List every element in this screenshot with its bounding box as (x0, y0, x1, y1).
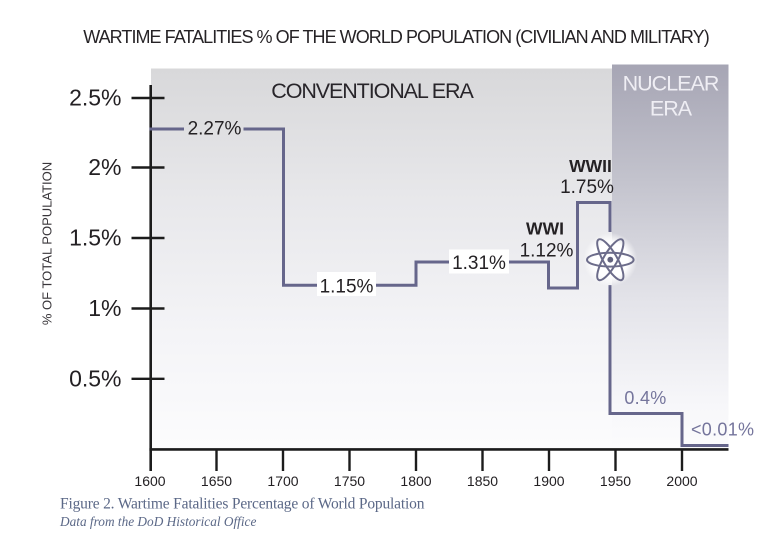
svg-text:1.15%: 1.15% (320, 277, 374, 298)
svg-text:2%: 2% (88, 154, 121, 180)
svg-text:2.5%: 2.5% (69, 85, 121, 111)
svg-text:ERA: ERA (650, 97, 693, 121)
svg-text:0.4%: 0.4% (624, 388, 666, 408)
svg-text:1750: 1750 (334, 473, 365, 489)
svg-text:CONVENTIONAL ERA: CONVENTIONAL ERA (271, 79, 474, 103)
svg-text:1650: 1650 (201, 473, 232, 489)
svg-text:1%: 1% (88, 295, 121, 321)
svg-text:<0.01%: <0.01% (691, 420, 754, 440)
svg-text:WWI: WWI (526, 219, 564, 239)
svg-text:WWII: WWII (569, 156, 612, 176)
svg-text:1900: 1900 (533, 473, 564, 489)
svg-text:1950: 1950 (600, 473, 631, 489)
svg-text:1700: 1700 (267, 473, 298, 489)
svg-text:2000: 2000 (666, 473, 697, 489)
svg-text:1800: 1800 (400, 473, 431, 489)
svg-text:1.75%: 1.75% (560, 177, 614, 198)
svg-text:Data from the DoD Historical O: Data from the DoD Historical Office (59, 514, 256, 529)
svg-text:Figure 2. Wartime Fatalities P: Figure 2. Wartime Fatalities Percentage … (60, 496, 425, 513)
svg-text:1.31%: 1.31% (452, 253, 506, 274)
svg-text:1.5%: 1.5% (69, 225, 121, 251)
svg-text:0.5%: 0.5% (69, 366, 121, 392)
svg-text:1.12%: 1.12% (520, 241, 574, 262)
svg-text:1850: 1850 (467, 473, 498, 489)
svg-text:% OF TOTAL POPULATION: % OF TOTAL POPULATION (40, 162, 55, 325)
svg-text:1600: 1600 (134, 473, 165, 489)
svg-text:NUCLEAR: NUCLEAR (623, 72, 719, 96)
svg-text:WARTIME FATALITIES % OF THE WO: WARTIME FATALITIES % OF THE WORLD POPULA… (83, 27, 709, 47)
svg-text:2.27%: 2.27% (188, 119, 242, 140)
